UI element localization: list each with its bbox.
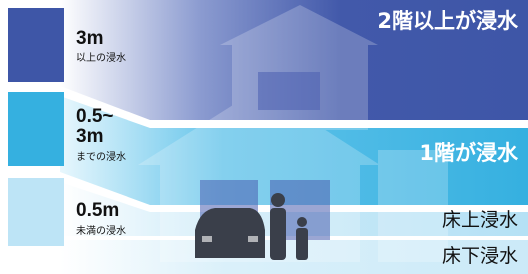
swatch-upper xyxy=(8,8,64,82)
depth-label: 0.5~ xyxy=(76,106,114,127)
flood-depth-diagram: 3m 以上の浸水 0.5~ 3m までの浸水 0.5m 未満の浸水 2階以上が浸… xyxy=(0,0,528,274)
depth-label: 3m xyxy=(76,126,103,147)
level-label: 1階が浸水 xyxy=(419,141,519,165)
level-label: 2階以上が浸水 xyxy=(377,9,519,33)
depth-label: 3m xyxy=(76,28,103,49)
depth-label: 0.5m xyxy=(76,200,119,221)
level-label: 床下浸水 xyxy=(442,245,518,267)
swatch-middle xyxy=(8,92,64,166)
swatch-lower xyxy=(8,178,64,246)
depth-caption: 以上の浸水 xyxy=(76,52,126,64)
depth-caption: 未満の浸水 xyxy=(76,225,126,237)
level-label: 床上浸水 xyxy=(442,209,518,231)
depth-caption: までの浸水 xyxy=(76,151,126,163)
